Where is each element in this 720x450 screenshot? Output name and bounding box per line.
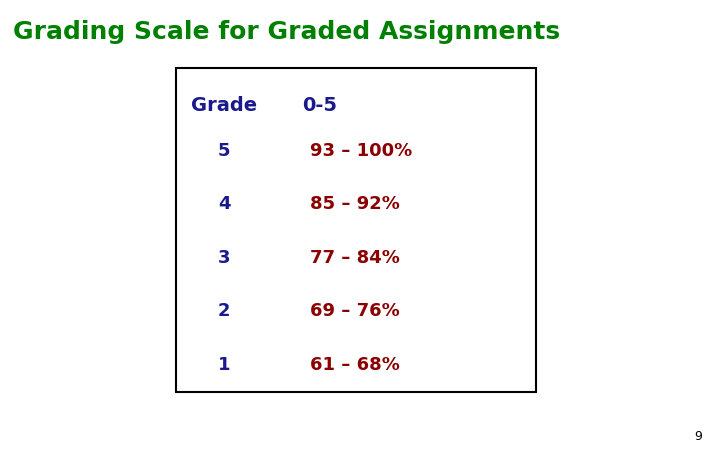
Text: Grading Scale for Graded Assignments: Grading Scale for Graded Assignments xyxy=(13,20,560,44)
Text: 2: 2 xyxy=(218,302,230,320)
Text: 77 – 84%: 77 – 84% xyxy=(310,248,400,266)
Text: Grade: Grade xyxy=(191,96,257,115)
Text: 1: 1 xyxy=(218,356,230,373)
Text: 9: 9 xyxy=(694,430,702,443)
Text: 4: 4 xyxy=(218,195,230,213)
Text: 5: 5 xyxy=(218,142,230,160)
Text: 69 – 76%: 69 – 76% xyxy=(310,302,400,320)
Text: 85 – 92%: 85 – 92% xyxy=(310,195,400,213)
FancyBboxPatch shape xyxy=(176,68,536,392)
Text: 0-5: 0-5 xyxy=(302,96,338,115)
Text: 61 – 68%: 61 – 68% xyxy=(310,356,400,373)
Text: 3: 3 xyxy=(218,248,230,266)
Text: 93 – 100%: 93 – 100% xyxy=(310,142,412,160)
